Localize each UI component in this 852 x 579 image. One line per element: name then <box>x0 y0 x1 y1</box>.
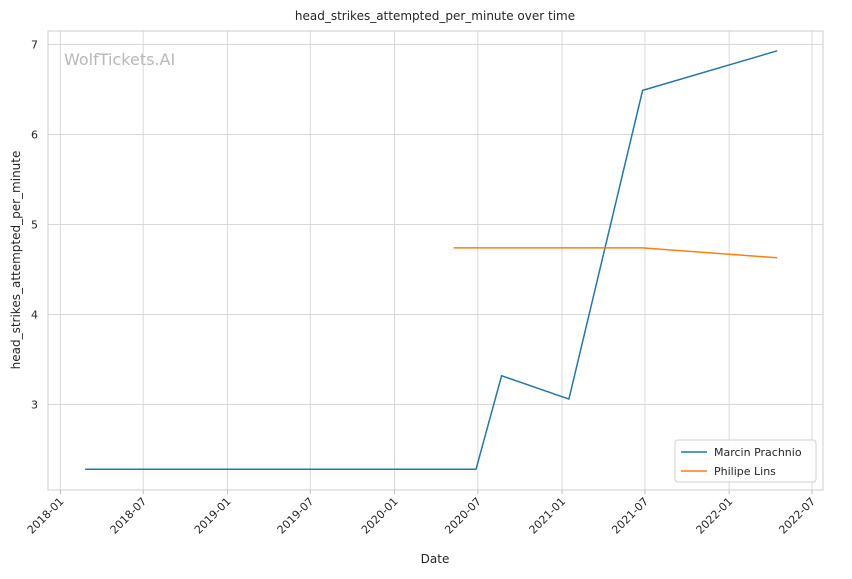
y-tick-label: 7 <box>31 39 38 52</box>
y-tick-label: 6 <box>31 129 38 142</box>
y-axis-title: head_strikes_attempted_per_minute <box>9 151 23 370</box>
legend-label-marcin-prachnio: Marcin Prachnio <box>714 446 802 459</box>
x-axis-title: Date <box>421 552 450 566</box>
legend: Marcin Prachnio Philipe Lins <box>675 440 816 482</box>
legend-label-philipe-lins: Philipe Lins <box>714 465 776 478</box>
y-tick-label: 5 <box>31 219 38 232</box>
chart-title: head_strikes_attempted_per_minute over t… <box>295 9 575 23</box>
watermark: WolfTickets.AI <box>64 50 175 69</box>
y-tick-label: 3 <box>31 399 38 412</box>
y-tick-label: 4 <box>31 309 38 322</box>
